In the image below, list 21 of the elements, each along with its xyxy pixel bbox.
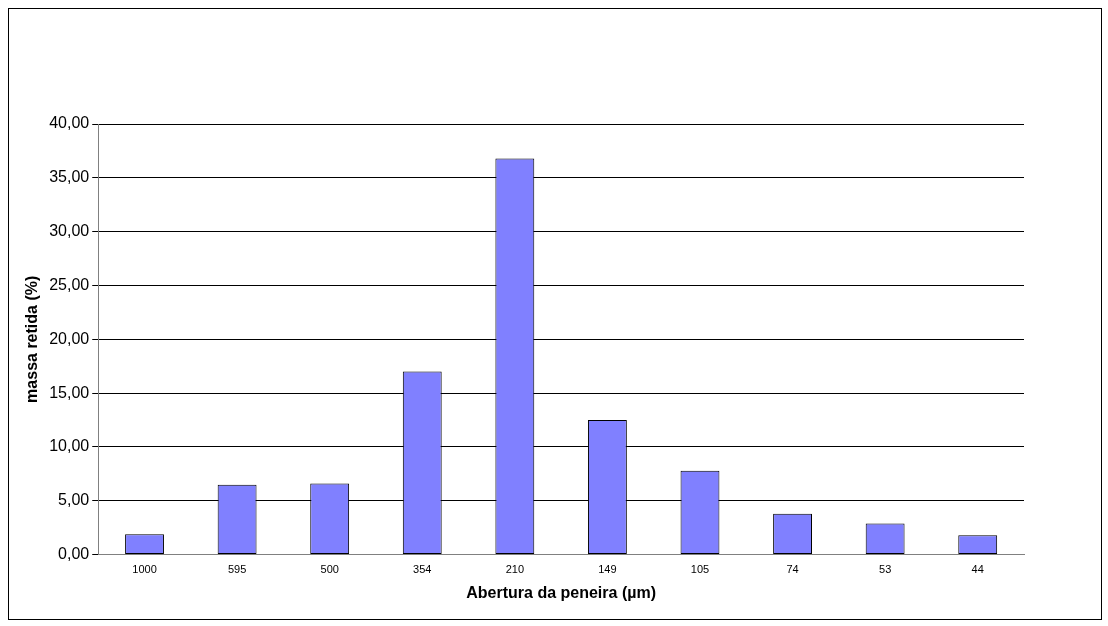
x-tick-label: 1000: [132, 563, 157, 576]
x-tick-label: 210: [505, 563, 525, 576]
y-tick-label: 30,00: [49, 222, 90, 240]
y-tick-label: 5,00: [58, 491, 90, 509]
x-tick-label: 53: [879, 563, 892, 576]
x-tick-label: 595: [227, 563, 247, 576]
y-tick-label: 0,00: [58, 545, 90, 563]
y-tick-label: 20,00: [49, 329, 90, 347]
y-tick-label: 15,00: [49, 383, 90, 401]
y-tick-label: 25,00: [49, 275, 90, 293]
y-tick-label: 40,00: [49, 114, 90, 132]
x-tick-label: 74: [786, 563, 799, 576]
x-tick-label: 44: [971, 563, 984, 576]
x-axis-title: Abertura da peneira (µm): [466, 583, 656, 601]
y-axis-title: massa retida (%): [23, 275, 41, 403]
x-tick-label: 500: [320, 563, 339, 576]
x-tick-label: 354: [413, 563, 432, 576]
x-tick-label: 105: [690, 563, 710, 576]
x-tick-label: 149: [598, 563, 617, 576]
y-tick-label: 10,00: [49, 437, 90, 455]
y-tick-label: 35,00: [49, 168, 90, 186]
